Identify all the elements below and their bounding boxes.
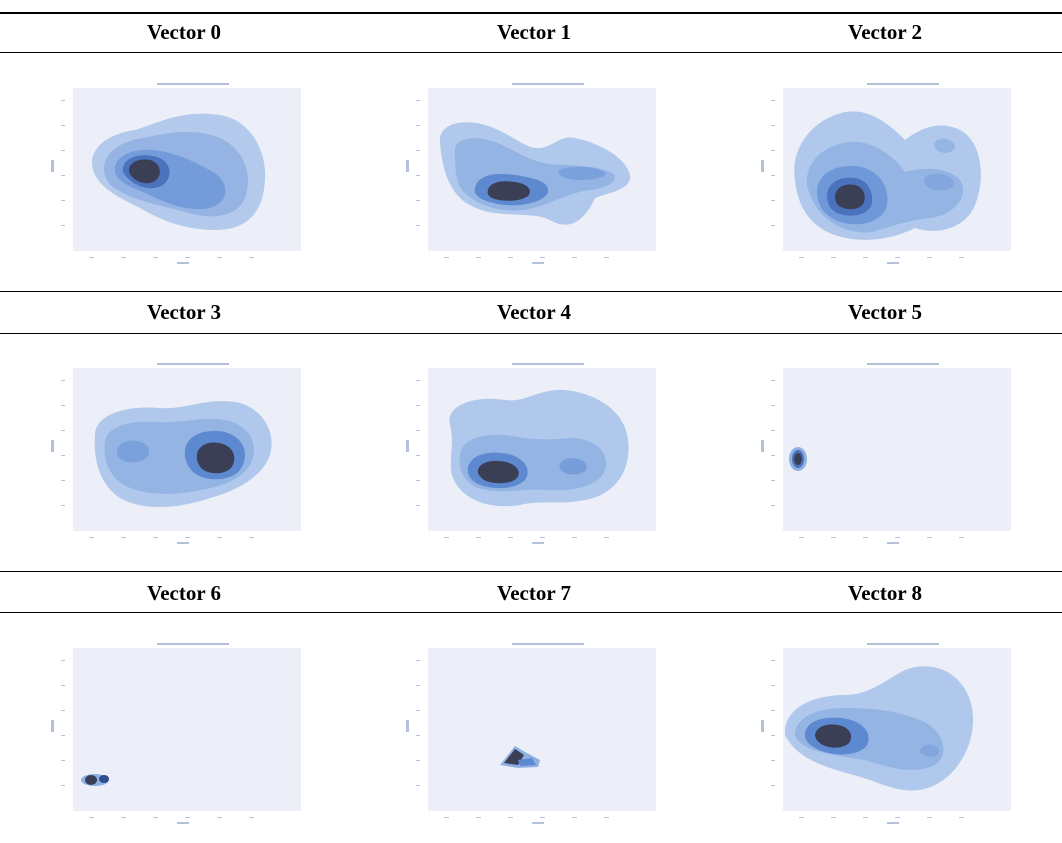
density-plot-vector-0 [45, 80, 305, 265]
row-2-header-rule [0, 333, 1062, 334]
row-3-top-rule [0, 571, 1062, 572]
density-plot-vector-3 [45, 360, 305, 545]
header-vector-2: Vector 2 [847, 20, 923, 44]
density-plot-vector-7 [400, 640, 660, 825]
row-1-header-rule [0, 52, 1062, 53]
density-plot-vector-4 [400, 360, 660, 545]
row-3-header-rule [0, 612, 1062, 613]
density-plot-vector-1 [400, 80, 660, 265]
table-top-rule [0, 12, 1062, 14]
header-vector-0: Vector 0 [146, 20, 222, 44]
header-vector-3: Vector 3 [146, 300, 222, 324]
row-2-top-rule [0, 291, 1062, 292]
header-vector-5: Vector 5 [847, 300, 923, 324]
density-plot-vector-8 [755, 640, 1015, 825]
header-vector-8: Vector 8 [847, 581, 923, 605]
density-plot-vector-5 [755, 360, 1015, 545]
density-plot-vector-2 [755, 80, 1015, 265]
header-vector-7: Vector 7 [496, 581, 572, 605]
header-vector-6: Vector 6 [146, 581, 222, 605]
header-vector-4: Vector 4 [496, 300, 572, 324]
header-vector-1: Vector 1 [496, 20, 572, 44]
density-plot-vector-6 [45, 640, 305, 825]
